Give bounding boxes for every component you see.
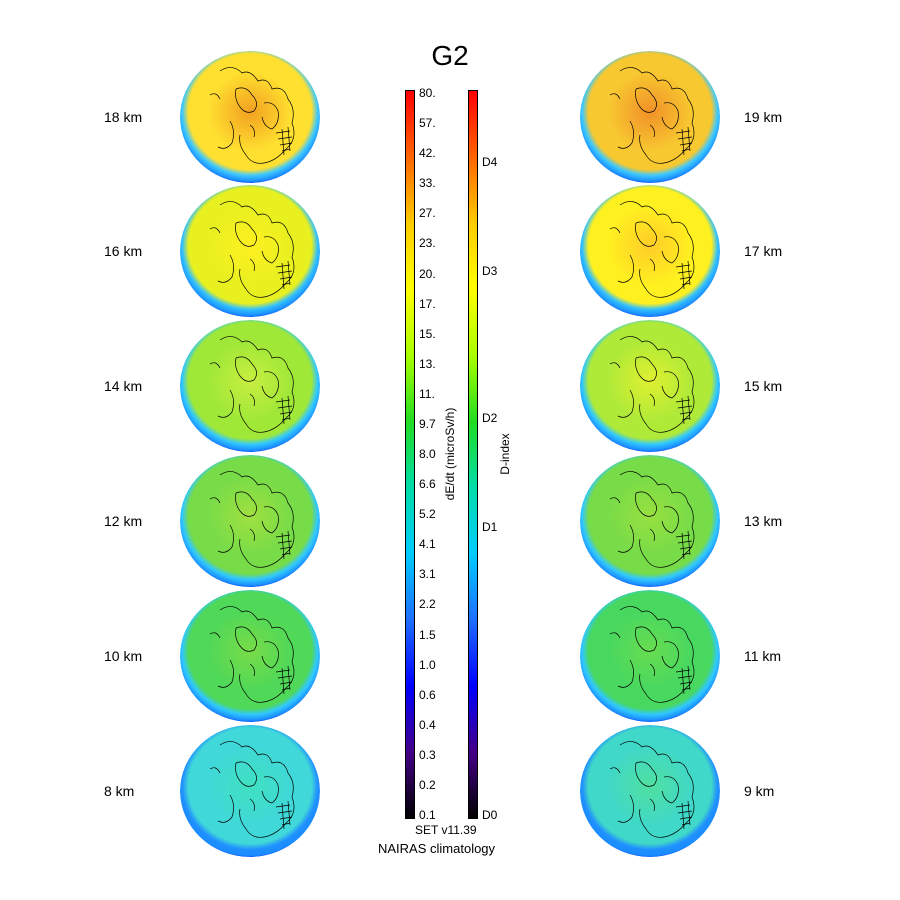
source-label: NAIRAS climatology [378,841,496,856]
globe-right-6 [580,725,720,857]
dose-tick-label: 57. [419,116,436,131]
dose-tick-label: 20. [419,266,436,281]
globe-right-4 [580,455,720,587]
altitude-label: 18 km [104,109,143,125]
altitude-label: 14 km [104,378,143,394]
globe-left-5 [180,590,320,722]
dose-tick-label: 33. [419,176,436,191]
globe-left-2 [180,185,320,317]
altitude-label: 8 km [104,783,135,799]
altitude-label: 12 km [104,513,143,529]
dose-tick-label: 15. [419,326,436,341]
globe-right-2 [580,185,720,317]
dose-tick-label: 6.6 [419,477,436,492]
dose-tick-label: 11. [419,386,435,401]
dose-tick-label: 1.0 [419,657,436,672]
dindex-tick-label: D4 [482,155,498,169]
dose-tick-label: 0.1 [419,808,436,822]
globe-left-4 [180,455,320,587]
altitude-label: 9 km [744,783,775,799]
version-label: SET v11.39 [415,823,477,837]
dose-colorbar [405,90,415,819]
globe-left-3 [180,320,320,452]
dindex-colorbar [468,90,478,819]
globe-left-6 [180,725,320,857]
dose-tick-label: 0.6 [419,687,436,702]
altitude-label: 15 km [744,378,783,394]
globe-right-1 [580,51,720,183]
altitude-label: 10 km [104,648,143,664]
dose-tick-label: 42. [419,146,436,161]
dose-tick-label: 13. [419,356,436,371]
altitude-label: 11 km [744,648,782,664]
dose-tick-label: 8.0 [419,447,436,461]
dindex-tick-label: D2 [482,411,498,425]
dindex-axis-title: D-index [498,433,512,475]
altitude-label: 19 km [744,109,783,125]
globe-left-1 [180,51,320,183]
dose-tick-label: 1.5 [419,627,436,642]
globe-right-5 [580,590,720,722]
dose-tick-label: 9.7 [419,416,436,431]
dose-axis-title: dE/dt (microSv/h) [443,407,457,501]
dindex-tick-label: D1 [482,520,498,534]
dose-tick-label: 27. [419,206,436,221]
dose-tick-label: 0.2 [419,777,436,792]
dose-tick-label: 0.4 [419,717,436,732]
dose-tick-label: 80. [419,86,436,100]
dose-tick-label: 3.1 [419,567,436,582]
altitude-label: 17 km [744,243,783,259]
dose-tick-label: 2.2 [419,597,436,612]
altitude-label: 16 km [104,243,143,259]
dose-tick-label: 4.1 [419,537,436,552]
dindex-tick-label: D3 [482,264,498,278]
dose-tick-label: 0.3 [419,747,436,762]
dose-tick-label: 23. [419,236,436,251]
dose-tick-label: 5.2 [419,507,436,522]
dose-tick-label: 17. [419,296,436,311]
altitude-label: 13 km [744,513,783,529]
globe-right-3 [580,320,720,452]
figure-title: G2 [431,40,469,71]
dindex-tick-label: D0 [482,808,498,822]
